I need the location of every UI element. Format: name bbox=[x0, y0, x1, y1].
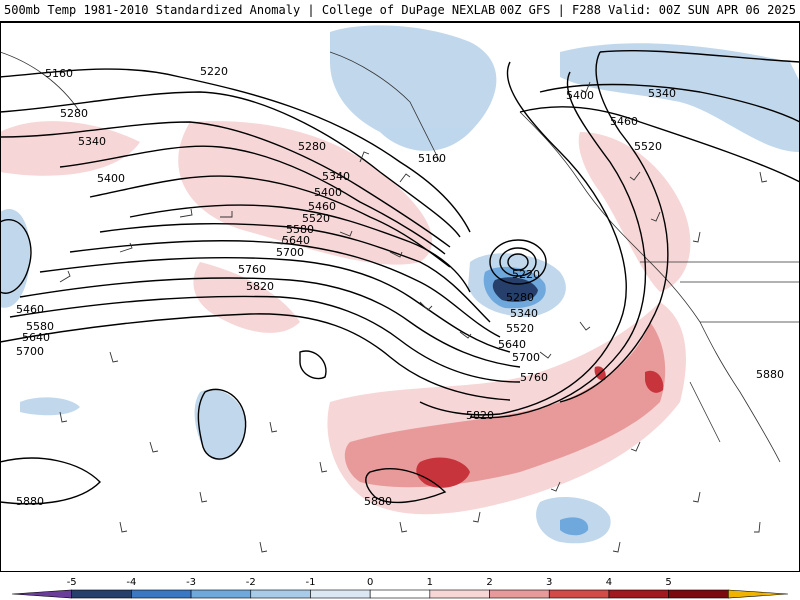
contour-label: 5700 bbox=[16, 345, 44, 358]
colorbar-tick-label: -1 bbox=[305, 577, 315, 588]
colorbar-swatch bbox=[609, 590, 669, 598]
colorbar-swatch bbox=[430, 590, 490, 598]
colorbar-swatch bbox=[131, 590, 191, 598]
colorbar-tick-label: -5 bbox=[67, 577, 77, 588]
colorbar-swatch bbox=[549, 590, 609, 598]
contour-label: 5160 bbox=[418, 152, 446, 165]
colorbar-swatch bbox=[251, 590, 311, 598]
colorbar-ticks: -5 -4 -3 -2 -1 0 1 2 3 4 5 bbox=[67, 577, 672, 588]
colorbar-swatch bbox=[728, 590, 788, 598]
contour-label: 5640 bbox=[498, 338, 526, 351]
colorbar-tick-label: 2 bbox=[486, 577, 492, 588]
contour-label: 5520 bbox=[506, 322, 534, 335]
contour-label: 5880 bbox=[364, 495, 392, 508]
colorbar-tick-label: -3 bbox=[186, 577, 196, 588]
contour-label: 5340 bbox=[78, 135, 106, 148]
contour-label: 5820 bbox=[246, 280, 274, 293]
contour-label: 5460 bbox=[610, 115, 638, 128]
contour-label: 5280 bbox=[60, 107, 88, 120]
contour-label: 5700 bbox=[276, 246, 304, 259]
colorbar-tick-label: -2 bbox=[246, 577, 256, 588]
colorbar-tick-label: 0 bbox=[367, 577, 373, 588]
colorbar-swatches bbox=[12, 590, 788, 598]
contour-label: 5760 bbox=[238, 263, 266, 276]
contour-label: 5400 bbox=[314, 186, 342, 199]
contour-label: 5640 bbox=[22, 331, 50, 344]
colorbar-tick-label: 3 bbox=[546, 577, 552, 588]
contour-label: 5520 bbox=[634, 140, 662, 153]
contour-label: 5760 bbox=[520, 371, 548, 384]
contour-label: 5220 bbox=[200, 65, 228, 78]
contour-label: 5880 bbox=[16, 495, 44, 508]
colorbar-swatch bbox=[310, 590, 370, 598]
colorbar-tick-label: 5 bbox=[665, 577, 671, 588]
contour-label: 5220 bbox=[512, 268, 540, 281]
contour-label: 5340 bbox=[510, 307, 538, 320]
colorbar-swatch bbox=[669, 590, 729, 598]
contour-label: 5160 bbox=[45, 67, 73, 80]
contour-label: 5820 bbox=[466, 409, 494, 422]
colorbar-swatch bbox=[490, 590, 550, 598]
map-title: 500mb Temp 1981-2010 Standardized Anomal… bbox=[4, 3, 495, 17]
colorbar-swatch bbox=[72, 590, 132, 598]
contour-label: 5880 bbox=[756, 368, 784, 381]
colorbar-swatch bbox=[370, 590, 430, 598]
title-bar: 500mb Temp 1981-2010 Standardized Anomal… bbox=[0, 0, 800, 22]
contour-label: 5400 bbox=[97, 172, 125, 185]
colorbar-tick-label: 4 bbox=[606, 577, 612, 588]
colorbar-swatch bbox=[12, 590, 72, 598]
contour-label: 5280 bbox=[298, 140, 326, 153]
colorbar-swatch bbox=[191, 590, 251, 598]
contour-label: 5280 bbox=[506, 291, 534, 304]
model-run-info: 00Z GFS | F288 Valid: 00Z SUN APR 06 202… bbox=[500, 3, 796, 17]
contour-label: 5340 bbox=[322, 170, 350, 183]
colorbar-legend: -5 -4 -3 -2 -1 0 1 2 3 4 5 bbox=[0, 572, 800, 600]
contour-label: 5340 bbox=[648, 87, 676, 100]
colorbar-tick-label: -4 bbox=[126, 577, 136, 588]
anomaly-map: 5160 5220 5280 5340 5400 5160 5280 5340 … bbox=[0, 22, 800, 572]
contour-label: 5400 bbox=[566, 89, 594, 102]
contour-label: 5460 bbox=[16, 303, 44, 316]
colorbar-tick-label: 1 bbox=[427, 577, 433, 588]
contour-label: 5700 bbox=[512, 351, 540, 364]
